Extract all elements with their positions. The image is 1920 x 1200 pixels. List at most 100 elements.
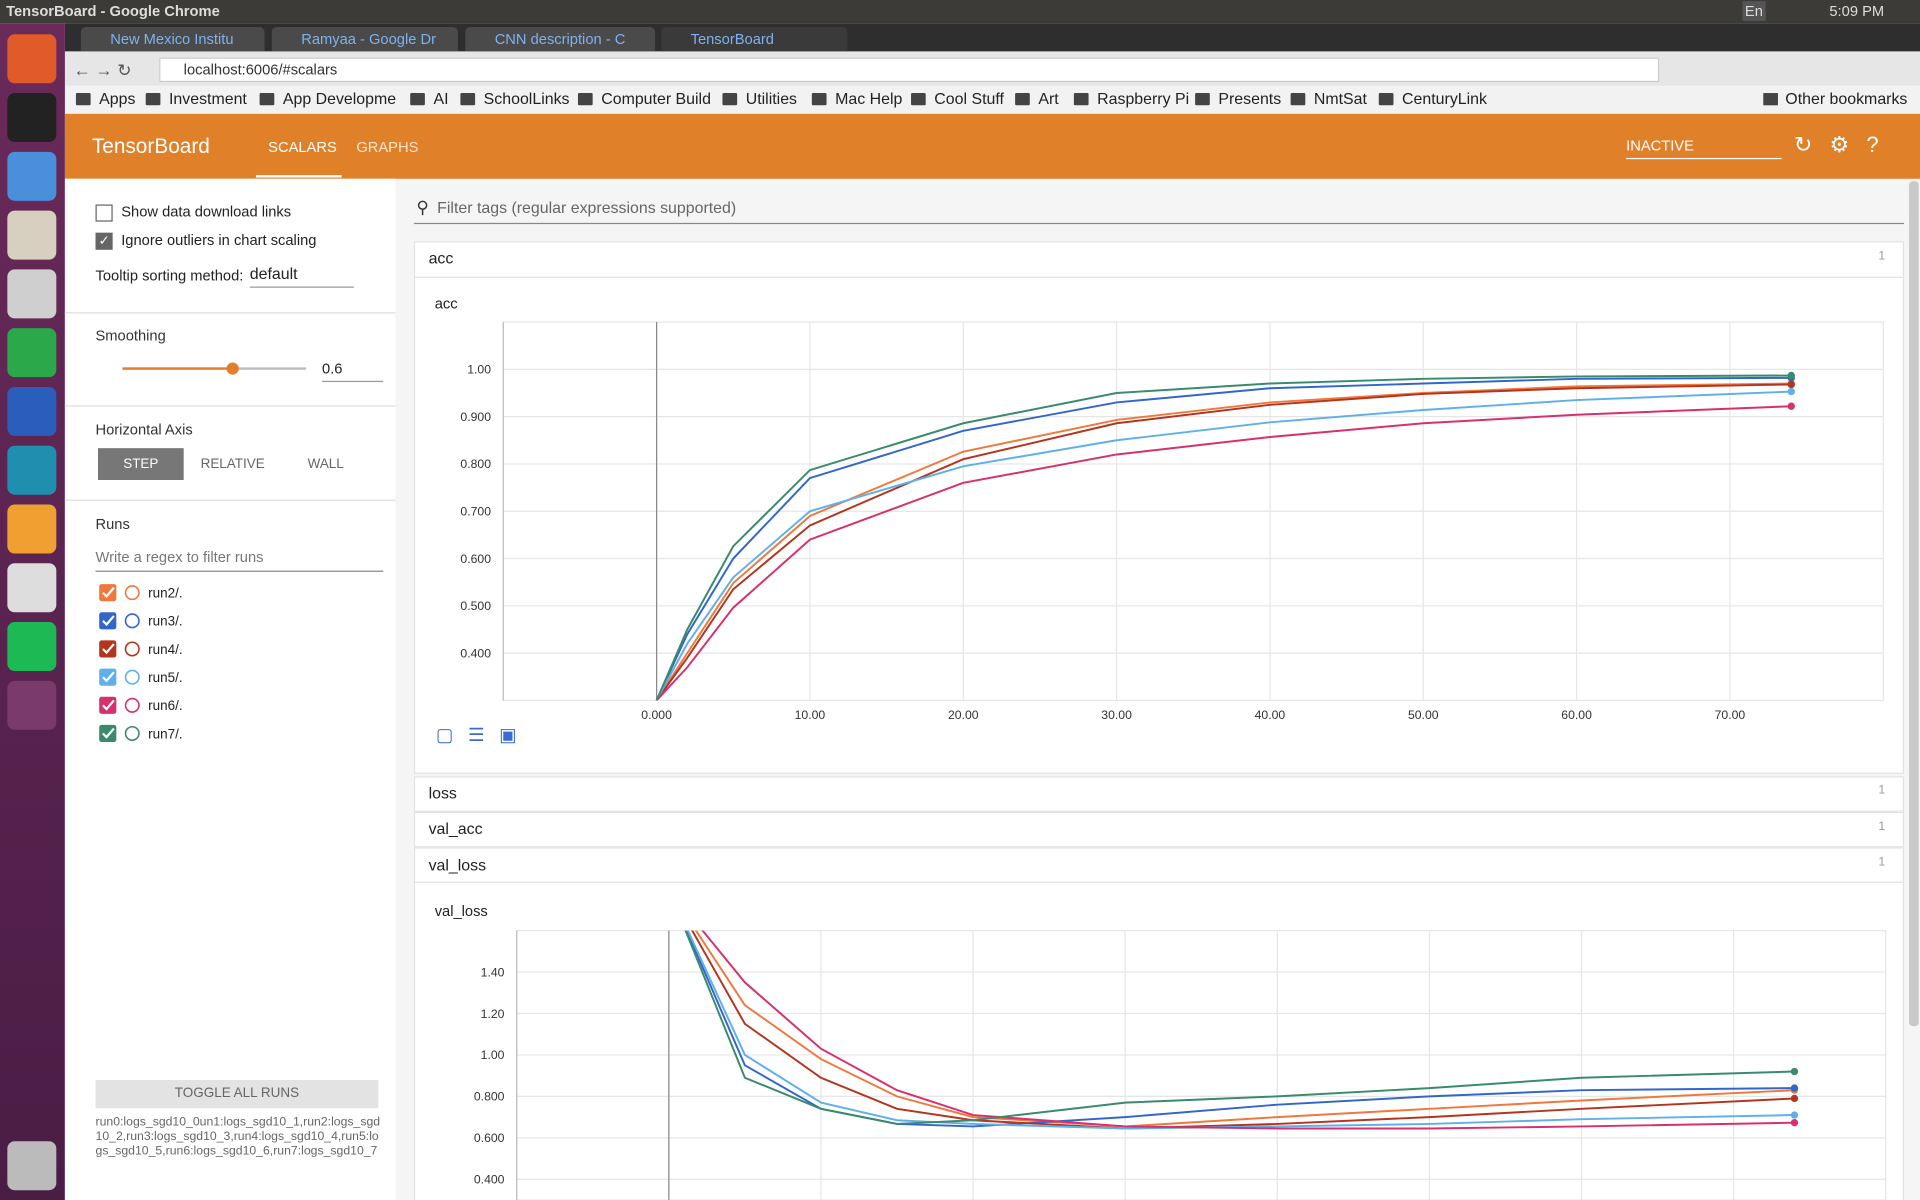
tb-tab[interactable]: GRAPHS [356,138,419,156]
y-tick-label: 0.400 [474,1173,505,1187]
group-header[interactable] [413,811,1905,848]
dock-icon[interactable] [7,269,57,319]
bookmark[interactable]: SchoolLinks [483,89,570,108]
run-checkbox[interactable] [99,640,117,658]
tooltip-select[interactable]: default [249,264,354,288]
series-line [684,930,1795,1125]
runs-filter[interactable]: Write a regex to filter runs [95,547,384,572]
tb-tab[interactable]: SCALARS [268,138,337,156]
filter-input[interactable] [413,197,1905,225]
y-tick-label: 1.40 [481,965,505,979]
run-color [124,725,140,742]
nav-buttons[interactable]: ← → ↻ [73,60,132,80]
axis-button[interactable]: RELATIVE [200,456,265,472]
bookmark[interactable]: Utilities [745,89,798,108]
run-checkbox[interactable] [99,668,117,686]
bookmark[interactable]: Raspberry Pi [1097,89,1190,108]
dock-icon[interactable] [7,210,57,260]
status-select[interactable]: INACTIVE [1626,136,1782,160]
tray-time: 5:09 PM [1829,2,1885,20]
x-tick-label: 20.00 [948,708,979,722]
browser-tab[interactable]: Ramyaa - Google Dr [271,26,458,52]
dock-icon[interactable] [7,34,57,84]
label: Ignore outliers in chart scaling [121,231,317,249]
bookmark[interactable]: Cool Stuff [934,89,1004,108]
bookmark[interactable]: NmtSat [1313,89,1367,108]
dock-icon[interactable] [7,151,57,201]
runs-description: run0:logs_sgd10_0un1:logs_sgd10_1,run2:l… [95,1115,381,1159]
run-checkbox[interactable] [99,724,117,743]
browser-tab[interactable]: New Mexico Institu [80,26,265,52]
check-mark [102,727,115,739]
bookmark[interactable]: Art [1038,89,1059,108]
bookmark-icon [410,93,425,106]
group-name: loss [428,783,457,803]
cb-outliers[interactable]: ✓ [95,232,113,250]
bookmark[interactable]: CenturyLink [1402,89,1487,108]
run-checkbox[interactable] [99,584,117,602]
run-color [124,641,140,657]
dock-icon[interactable] [7,386,57,436]
sidebar [64,178,396,1200]
check-mark [102,643,115,655]
header-icons[interactable]: ↻⚙? [1793,132,1896,157]
x-tick-label: 10.00 [795,708,826,722]
check-mark [102,615,115,627]
y-tick-label: 0.800 [460,457,491,471]
check-mark [102,587,115,598]
group-count: 1 [1878,783,1886,798]
smoothing-value[interactable]: 0.6 [322,359,384,383]
series-end [1787,380,1795,389]
dock-icon[interactable] [7,93,57,143]
bookmark-icon [75,93,91,106]
label: Show data download links [121,203,292,221]
chart-title: val_loss [434,902,488,920]
toggle-button[interactable]: TOGGLE ALL RUNS [95,1080,379,1109]
chart-tools[interactable]: ▢☰▣ [435,724,532,746]
dock-icon[interactable] [7,328,57,378]
y-tick-label: 0.400 [460,646,491,660]
dock-icon[interactable] [7,680,57,730]
bookmark[interactable]: AI [433,89,449,108]
axis-button[interactable]: STEP [97,448,184,481]
run-name: run6/. [148,698,182,713]
bookmark[interactable]: Apps [99,89,136,108]
y-tick-label: 1.20 [481,1007,505,1021]
scrollbar[interactable] [1908,181,1919,1027]
address-bar[interactable] [159,57,1660,83]
bookmark-icon [1195,93,1210,106]
dock-icon[interactable] [7,504,57,554]
bookmark[interactable]: App Developme [282,89,397,108]
bookmark-icon [722,93,738,106]
x-tick-label: 60.00 [1561,708,1592,722]
dock-icon[interactable] [7,445,57,495]
series-line [655,374,1792,701]
run-checkbox[interactable] [99,612,117,630]
bookmark-icon [1763,93,1778,106]
run-checkbox[interactable] [99,696,117,714]
bookmark[interactable]: Computer Build [601,89,711,108]
cb-download[interactable] [95,204,113,222]
bookmark[interactable]: Mac Help [835,89,903,108]
bookmark-icon [911,93,926,106]
x-tick-label: 30.00 [1101,708,1132,722]
group-name: val_acc [428,819,483,838]
x-tick-label: 0.000 [641,708,672,722]
bookmark[interactable]: Presents [1218,89,1282,108]
series-line [686,930,1795,1130]
browser-tab[interactable]: CNN description - C [465,26,656,52]
bookmark-icon [811,93,827,106]
group-header[interactable] [413,776,1905,812]
series-end [1790,1119,1799,1127]
dock-icon[interactable] [7,622,57,672]
axis-button[interactable]: WALL [307,456,344,472]
dock-icon[interactable] [7,563,57,613]
browser-tab[interactable]: TensorBoard [661,26,848,52]
bookmark-icon [577,93,593,106]
bookmark-icon [259,93,275,106]
dock-icon[interactable] [7,1141,57,1191]
bookmark[interactable]: Investment [168,89,247,108]
other-bookmarks[interactable]: Other bookmarks [1785,89,1908,108]
